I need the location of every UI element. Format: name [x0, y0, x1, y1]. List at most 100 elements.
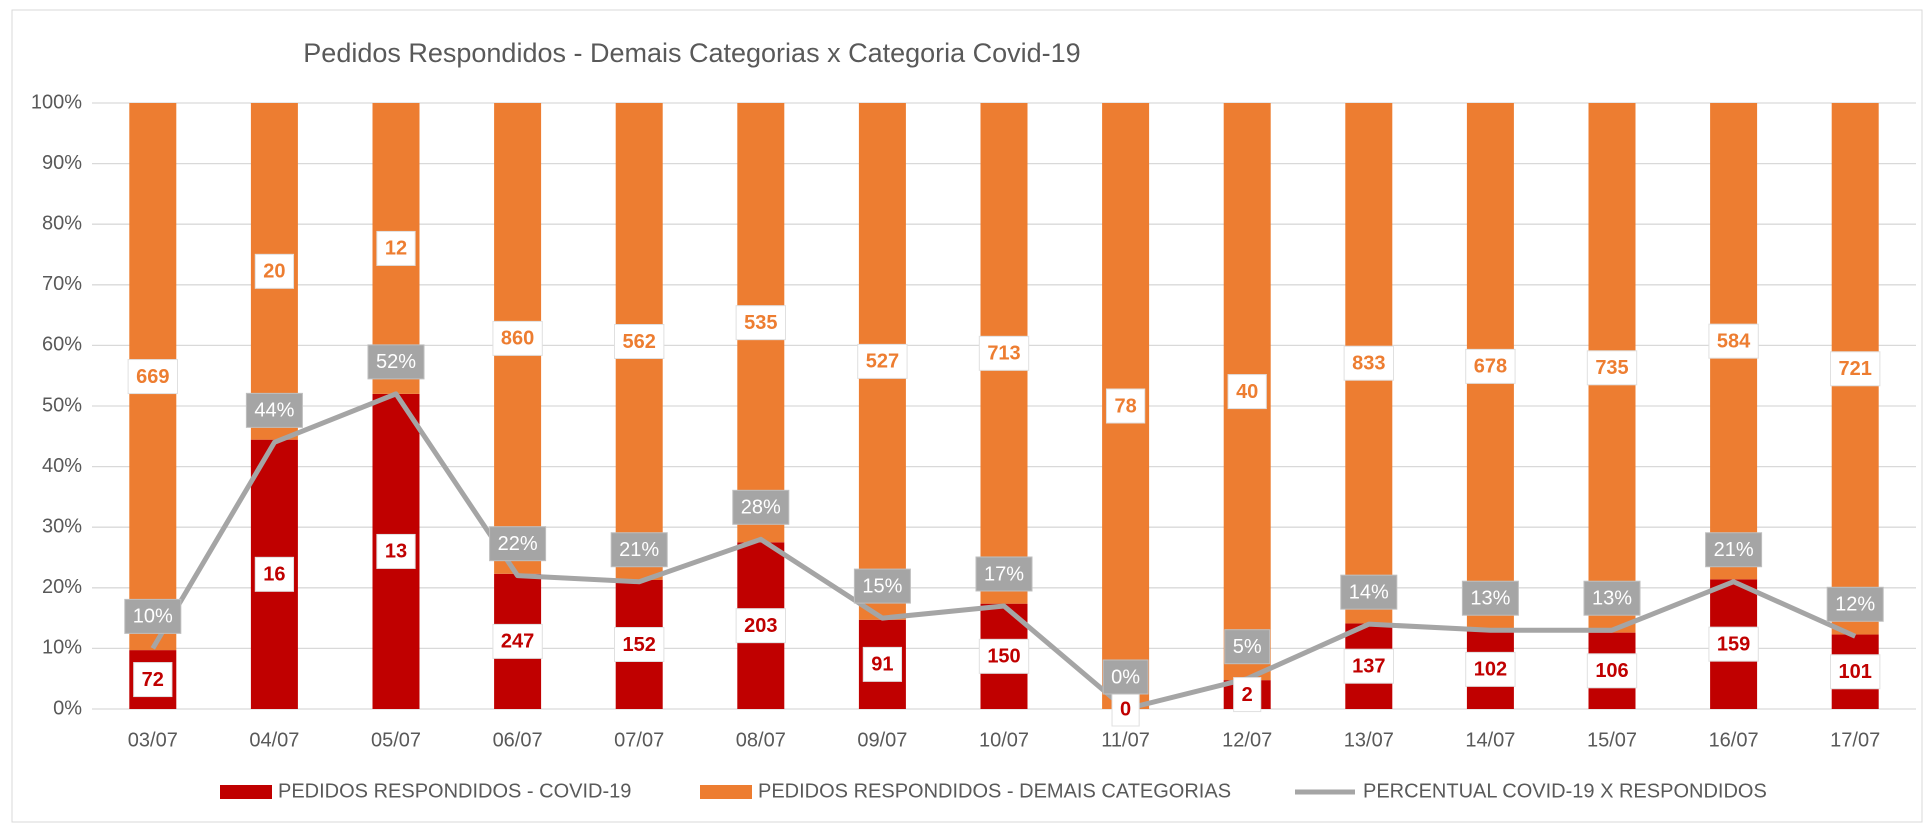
- data-label: 52%: [367, 344, 425, 380]
- data-label: 12%: [1826, 586, 1884, 622]
- line-series: [150, 391, 1857, 712]
- data-label-box: [1830, 351, 1881, 387]
- data-label-box: [1583, 580, 1641, 616]
- data-label: 78: [1105, 388, 1146, 424]
- data-label-text: 15%: [862, 575, 902, 597]
- data-label-text: 527: [866, 351, 899, 373]
- data-label-box: [254, 253, 295, 289]
- data-label-text: 735: [1595, 357, 1628, 379]
- legend-label: PERCENTUAL COVID-19 X RESPONDIDOS: [1363, 780, 1767, 802]
- data-label-text: 2: [1242, 684, 1253, 706]
- data-label: 0: [1111, 691, 1140, 727]
- data-label-text: 678: [1474, 356, 1507, 378]
- data-label-box: [367, 344, 425, 380]
- legend-label: PEDIDOS RESPONDIDOS - COVID-19: [278, 780, 631, 802]
- data-label: 22%: [489, 526, 547, 562]
- data-label-box: [1340, 574, 1398, 610]
- data-label: 15%: [853, 568, 911, 604]
- data-label: 5%: [1224, 629, 1271, 665]
- data-label-box: [489, 526, 547, 562]
- data-label-box: [1708, 626, 1759, 662]
- data-label-text: 247: [501, 631, 534, 653]
- y-tick-label: 70%: [42, 273, 82, 295]
- x-tick-label: 09/07: [857, 729, 907, 751]
- data-label-box: [124, 598, 182, 634]
- data-label: 713: [978, 335, 1030, 371]
- y-tick-label: 10%: [42, 637, 82, 659]
- data-label: 12: [376, 230, 416, 266]
- data-label-text: 860: [501, 328, 534, 350]
- data-label-box: [1465, 651, 1516, 687]
- data-label-text: 721: [1839, 358, 1872, 380]
- data-label-text: 106: [1595, 660, 1628, 682]
- data-label: 203: [735, 608, 786, 644]
- x-tick-label: 15/07: [1587, 729, 1637, 751]
- data-label-text: 562: [623, 331, 656, 353]
- y-tick-label: 0%: [53, 697, 82, 719]
- data-label-text: 20: [263, 261, 285, 283]
- data-label: 13: [376, 533, 416, 569]
- data-label: 16: [254, 556, 295, 592]
- data-label: 21%: [1705, 532, 1763, 568]
- data-label: 860: [492, 320, 543, 356]
- data-label-box: [1102, 659, 1149, 695]
- data-label-text: 10%: [133, 606, 173, 628]
- data-label: 14%: [1340, 574, 1398, 610]
- data-label: 13%: [1583, 580, 1641, 616]
- data-label-text: 12%: [1835, 594, 1875, 616]
- data-label-box: [1227, 374, 1267, 410]
- data-label-box: [978, 335, 1030, 371]
- data-label-box: [614, 626, 665, 662]
- data-label-text: 21%: [619, 539, 659, 561]
- data-label: 150: [978, 638, 1030, 674]
- data-label-box: [1105, 388, 1146, 424]
- data-label-text: 28%: [741, 497, 781, 519]
- x-tick-label: 03/07: [128, 729, 178, 751]
- data-label-text: 152: [623, 634, 656, 656]
- data-label-box: [735, 305, 786, 341]
- x-tick-label: 06/07: [493, 729, 543, 751]
- data-label-text: 203: [744, 615, 777, 637]
- data-label-box: [1826, 586, 1884, 622]
- data-label: 721: [1830, 351, 1881, 387]
- data-label-text: 52%: [376, 351, 416, 373]
- data-label-text: 150: [987, 646, 1020, 668]
- legend-swatch: [220, 785, 272, 799]
- y-tick-label: 100%: [31, 91, 82, 113]
- y-tick-label: 80%: [42, 212, 82, 234]
- data-label-box: [1586, 350, 1638, 386]
- data-label: 584: [1708, 323, 1759, 359]
- data-label: 17%: [975, 556, 1033, 592]
- data-label-box: [376, 230, 416, 266]
- data-label-text: 0%: [1111, 666, 1140, 688]
- data-label: 152: [614, 626, 665, 662]
- data-label-text: 12: [385, 238, 407, 260]
- chart-title: Pedidos Respondidos - Demais Categorias …: [303, 38, 1080, 68]
- data-label-box: [1343, 345, 1394, 381]
- data-label-box: [1224, 629, 1271, 665]
- data-label: 102: [1465, 651, 1516, 687]
- data-label: 735: [1586, 350, 1638, 386]
- x-tick-label: 11/07: [1101, 729, 1150, 751]
- x-tick-label: 07/07: [614, 729, 664, 751]
- data-label-box: [862, 646, 903, 682]
- y-tick-label: 90%: [42, 152, 82, 174]
- data-label-box: [133, 662, 173, 698]
- data-label-text: 137: [1352, 655, 1385, 677]
- data-label: 527: [857, 343, 908, 379]
- data-label-box: [978, 638, 1030, 674]
- x-tick-label: 04/07: [249, 729, 299, 751]
- data-label: 247: [492, 623, 543, 659]
- data-label-box: [376, 533, 416, 569]
- data-label: 28%: [732, 489, 790, 525]
- data-label: 0%: [1102, 659, 1149, 695]
- data-label-text: 13%: [1592, 588, 1632, 610]
- data-label-text: 17%: [984, 563, 1024, 585]
- data-label-text: 535: [744, 312, 777, 334]
- data-label-box: [492, 623, 543, 659]
- data-label-text: 102: [1474, 659, 1507, 681]
- data-label-text: 13%: [1470, 588, 1510, 610]
- y-tick-label: 40%: [42, 455, 82, 477]
- data-label-text: 91: [871, 654, 893, 676]
